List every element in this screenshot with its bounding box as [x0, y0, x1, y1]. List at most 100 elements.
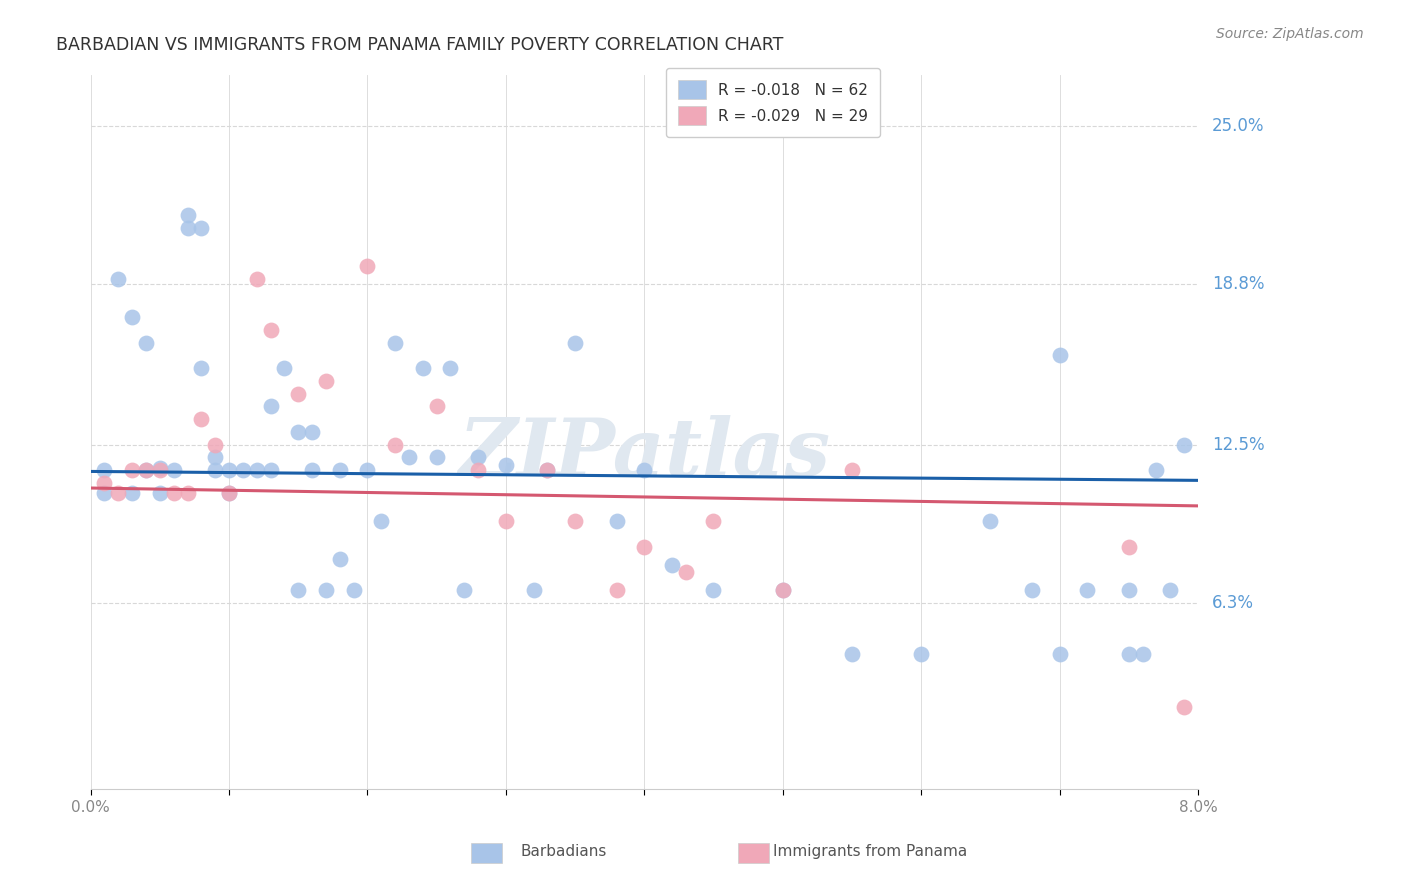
Point [329, 552, 352, 566]
Point [93, 463, 115, 477]
Point [93, 486, 115, 500]
Point [536, 463, 558, 477]
Point [1021, 583, 1043, 598]
Point [218, 463, 240, 477]
Point [495, 458, 517, 472]
Point [301, 425, 323, 439]
Point [121, 310, 143, 324]
Point [287, 386, 309, 401]
Point [467, 450, 489, 465]
Text: 12.5%: 12.5% [1212, 435, 1264, 454]
Text: 25.0%: 25.0% [1212, 117, 1264, 135]
Point [259, 463, 281, 477]
Point [190, 361, 212, 376]
Point [204, 450, 226, 465]
Point [633, 463, 655, 477]
Point [1173, 437, 1195, 451]
Point [121, 463, 143, 477]
Point [384, 437, 406, 451]
Point [246, 272, 269, 286]
Point [1118, 540, 1140, 554]
Point [564, 335, 586, 350]
Point [398, 450, 420, 465]
Point [426, 450, 449, 465]
Point [384, 335, 406, 350]
Point [370, 514, 392, 528]
Point [1049, 647, 1071, 661]
Point [218, 486, 240, 500]
Point [246, 463, 269, 477]
Point [190, 220, 212, 235]
Point [467, 463, 489, 477]
Point [412, 361, 434, 376]
Text: ZIPatlas: ZIPatlas [458, 415, 831, 492]
Point [702, 514, 724, 528]
Point [606, 514, 628, 528]
Point [218, 486, 240, 500]
Point [661, 558, 683, 572]
Point [107, 486, 129, 500]
Text: 18.8%: 18.8% [1212, 275, 1264, 293]
Point [259, 400, 281, 414]
Legend: R = -0.018   N = 62, R = -0.029   N = 29: R = -0.018 N = 62, R = -0.029 N = 29 [666, 68, 880, 137]
Point [329, 463, 352, 477]
Point [1173, 700, 1195, 714]
Point [606, 583, 628, 598]
Point [1159, 583, 1181, 598]
Point [675, 566, 697, 580]
Point [633, 540, 655, 554]
Point [536, 463, 558, 477]
Text: BARBADIAN VS IMMIGRANTS FROM PANAMA FAMILY POVERTY CORRELATION CHART: BARBADIAN VS IMMIGRANTS FROM PANAMA FAMI… [56, 36, 783, 54]
Text: 6.3%: 6.3% [1212, 594, 1254, 612]
Point [315, 374, 337, 388]
Point [93, 475, 115, 490]
Point [841, 647, 863, 661]
Point [1076, 583, 1098, 598]
Text: Barbadians: Barbadians [520, 845, 606, 859]
Text: Source: ZipAtlas.com: Source: ZipAtlas.com [1216, 27, 1364, 41]
Point [342, 583, 364, 598]
Point [315, 583, 337, 598]
Point [163, 486, 186, 500]
Point [121, 486, 143, 500]
Point [204, 437, 226, 451]
Point [107, 272, 129, 286]
Point [702, 583, 724, 598]
Point [910, 647, 932, 661]
Point [439, 361, 461, 376]
Point [979, 514, 1001, 528]
Point [841, 463, 863, 477]
Point [176, 208, 198, 222]
Point [772, 583, 794, 598]
Point [287, 583, 309, 598]
Point [232, 463, 254, 477]
Point [426, 400, 449, 414]
Point [135, 335, 157, 350]
Point [1118, 647, 1140, 661]
Point [190, 412, 212, 426]
Point [135, 463, 157, 477]
Point [1144, 463, 1167, 477]
Point [564, 514, 586, 528]
Point [1118, 583, 1140, 598]
Point [495, 514, 517, 528]
Point [135, 463, 157, 477]
Point [176, 220, 198, 235]
Point [522, 583, 544, 598]
Point [259, 323, 281, 337]
Point [163, 463, 186, 477]
Point [149, 486, 172, 500]
Point [356, 463, 378, 477]
Point [1132, 647, 1154, 661]
Text: Immigrants from Panama: Immigrants from Panama [773, 845, 967, 859]
Point [176, 486, 198, 500]
Point [204, 463, 226, 477]
Point [149, 460, 172, 475]
Point [301, 463, 323, 477]
Point [287, 425, 309, 439]
Point [149, 463, 172, 477]
Point [356, 259, 378, 273]
Point [453, 583, 475, 598]
Point [273, 361, 295, 376]
Point [772, 583, 794, 598]
